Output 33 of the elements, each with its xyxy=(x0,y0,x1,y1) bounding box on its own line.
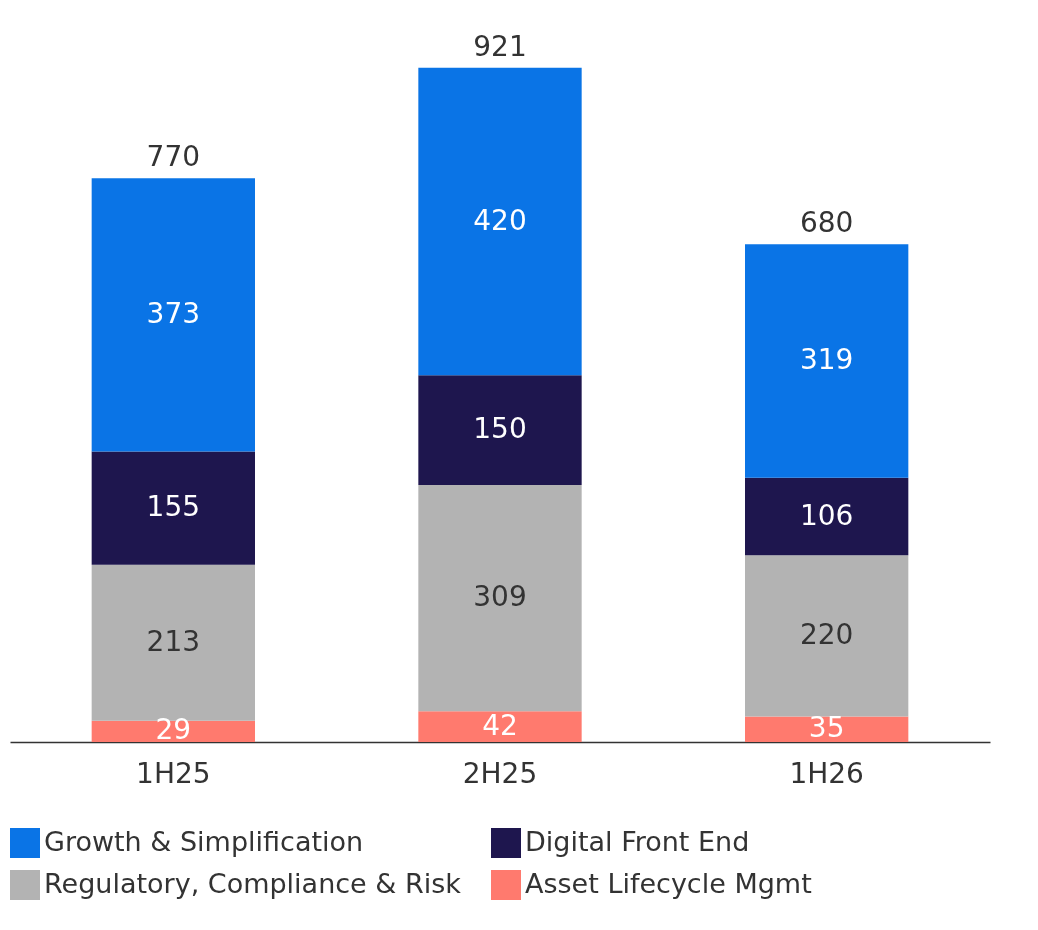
bar xyxy=(91,178,255,452)
data-label: 35 xyxy=(808,711,845,745)
bar xyxy=(91,451,255,565)
total-label: 680 xyxy=(799,206,854,240)
bar xyxy=(745,477,909,556)
total-label: 921 xyxy=(473,29,527,63)
legend-label: Regulatory, Compliance & Risk xyxy=(44,868,462,899)
data-label: 319 xyxy=(799,342,854,376)
bar xyxy=(418,67,582,376)
data-label: 220 xyxy=(799,617,854,651)
x-tick-label: 2H25 xyxy=(462,756,538,790)
total-label: 770 xyxy=(146,140,201,174)
data-label: 106 xyxy=(799,498,854,532)
bar xyxy=(418,485,582,712)
data-label: 155 xyxy=(146,490,201,524)
legend-label: Growth & Simplification xyxy=(44,826,364,857)
x-tick-label: 1H25 xyxy=(136,756,211,790)
bar xyxy=(745,716,909,742)
data-label: 309 xyxy=(473,580,527,614)
legend-label: Asset Lifecycle Mgmt xyxy=(525,868,812,899)
bar xyxy=(745,244,909,478)
legend-label: Digital Front End xyxy=(525,826,750,857)
data-label: 150 xyxy=(473,412,527,446)
data-label: 29 xyxy=(155,713,192,747)
data-label: 420 xyxy=(473,203,527,237)
data-label: 373 xyxy=(146,296,201,330)
data-label: 42 xyxy=(482,708,518,742)
bar xyxy=(418,711,582,742)
x-tick-label: 1H26 xyxy=(789,756,864,790)
bar xyxy=(745,555,909,717)
data-label: 213 xyxy=(146,624,201,658)
bar xyxy=(91,720,255,742)
bar xyxy=(418,375,582,486)
